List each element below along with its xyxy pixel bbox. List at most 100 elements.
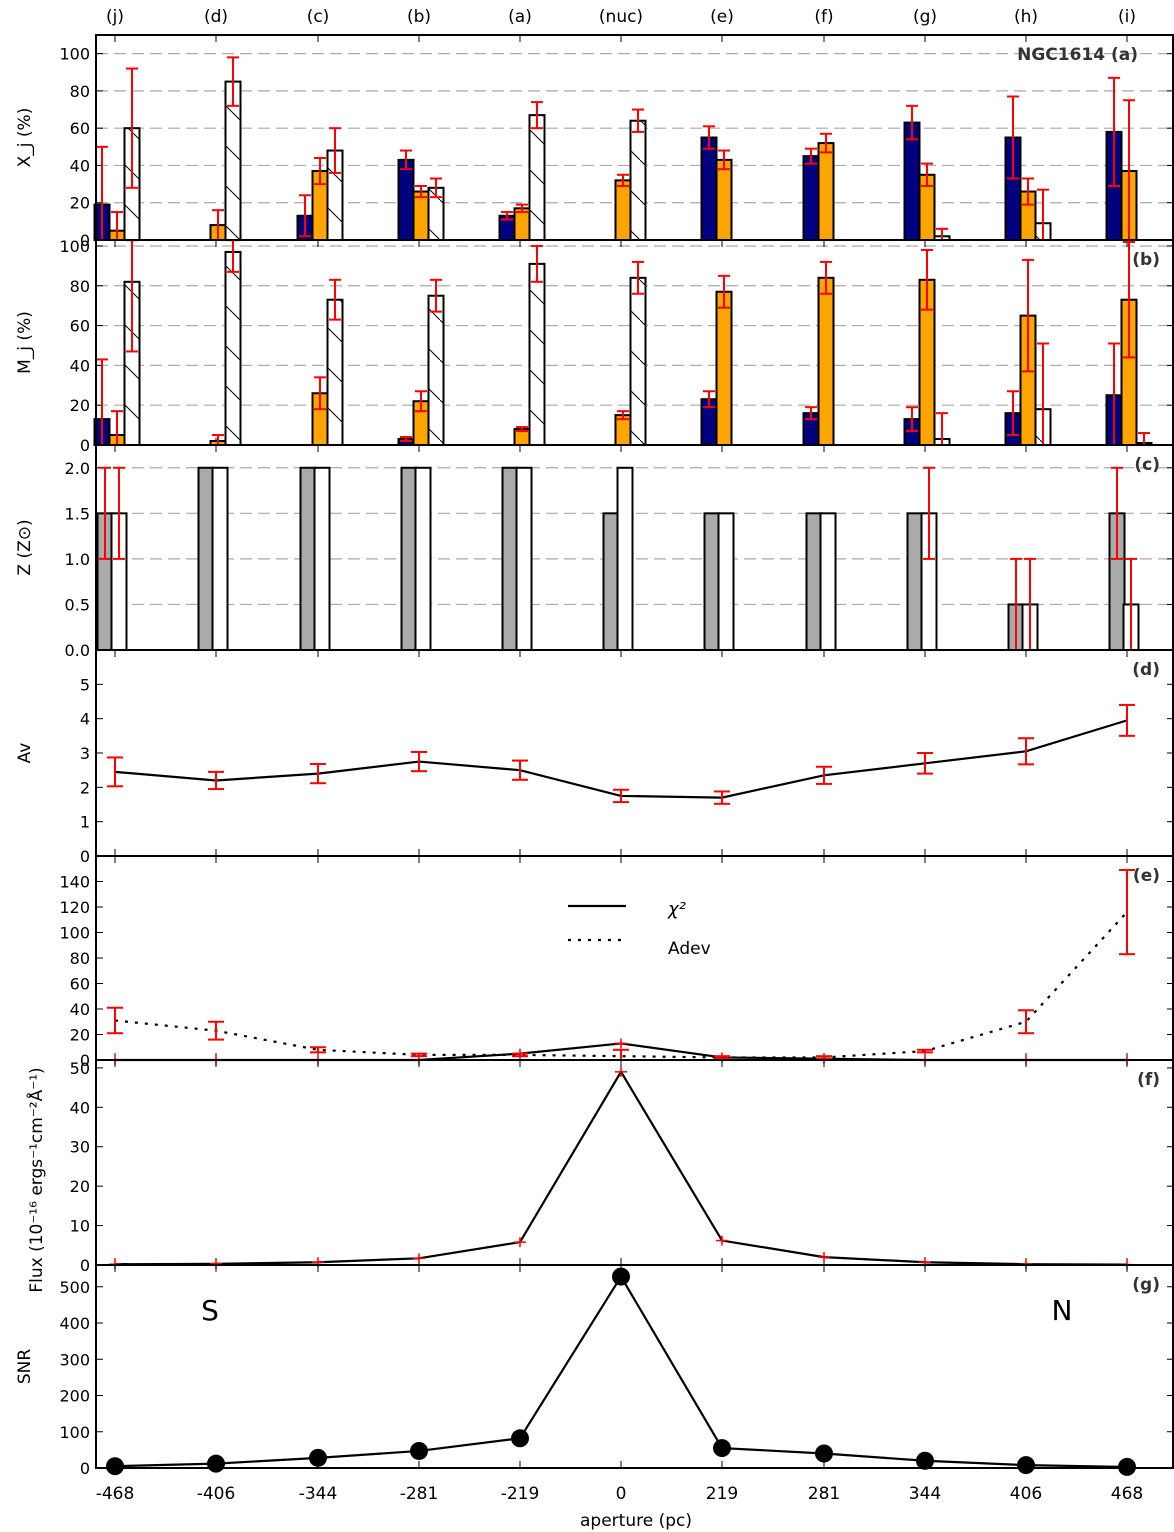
data-point bbox=[1017, 1456, 1035, 1475]
region-label: (e) bbox=[710, 7, 734, 27]
aperture-tick-label: 281 bbox=[808, 1484, 840, 1504]
region-label: (i) bbox=[1118, 7, 1136, 27]
y-tick-label: 400 bbox=[59, 1314, 90, 1333]
aperture-tick-label: -406 bbox=[197, 1484, 236, 1504]
y-tick-label: 20 bbox=[70, 1177, 90, 1196]
data-point bbox=[815, 1444, 833, 1463]
y-tick-label: 100 bbox=[59, 237, 90, 256]
y-tick-label: 0 bbox=[80, 847, 90, 866]
aperture-tick-label: 0 bbox=[616, 1484, 627, 1504]
panel-g-snr: 0 100 200 300 400 500 SNR (g) S N bbox=[15, 1264, 1174, 1478]
panel-d-extinction: 0 1 2 3 4 5 Av (d) bbox=[15, 649, 1174, 866]
bar-intermediate bbox=[715, 290, 733, 446]
region-label: (b) bbox=[407, 7, 431, 27]
aperture-tick-label: -219 bbox=[501, 1484, 540, 1504]
data-point bbox=[916, 1451, 934, 1470]
bar-young bbox=[501, 466, 519, 651]
data-point bbox=[207, 1454, 225, 1473]
bar-old bbox=[717, 512, 735, 651]
aperture-tick-label: 406 bbox=[1010, 1484, 1042, 1504]
series-line bbox=[114, 1274, 1128, 1469]
legend-label-chi2: χ² bbox=[667, 899, 686, 920]
annotation-south: S bbox=[201, 1294, 219, 1327]
y-axis-label: Av bbox=[15, 743, 35, 764]
bar-hatch bbox=[327, 299, 343, 445]
y-tick-label: 80 bbox=[70, 82, 90, 101]
aperture-tick-label: -281 bbox=[400, 1484, 439, 1504]
bar-old bbox=[819, 512, 837, 651]
bar-intermediate bbox=[412, 190, 430, 241]
panel-tag: (b) bbox=[1132, 250, 1160, 270]
y-tick-label: 300 bbox=[59, 1350, 90, 1369]
series-line bbox=[114, 911, 1128, 1059]
y-tick-label: 20 bbox=[70, 1026, 90, 1045]
y-tick-label: 10 bbox=[70, 1217, 90, 1236]
data-point bbox=[511, 1429, 529, 1448]
bar-young bbox=[602, 512, 620, 651]
aperture-tick-label: 468 bbox=[1111, 1484, 1143, 1504]
y-tick-label: 5 bbox=[80, 675, 90, 694]
aperture-axis: -468 -406 -344 -281 -219 0 219 281 344 406 468 bbox=[96, 1484, 1144, 1504]
y-axis-label: X_j (%) bbox=[15, 108, 35, 168]
bar-young bbox=[703, 512, 721, 651]
y-tick-label: 1.5 bbox=[65, 504, 90, 523]
y-tick-label: 40 bbox=[70, 156, 90, 175]
panel-tag: (d) bbox=[1132, 660, 1160, 680]
y-tick-label: 40 bbox=[70, 1098, 90, 1117]
y-tick-label: 0 bbox=[80, 1256, 90, 1275]
panel-a-composition-light: 0 20 40 60 80 100 X_j (%) NGC1614 (a) bbox=[15, 34, 1174, 250]
y-tick-label: 2 bbox=[80, 778, 90, 797]
y-tick-label: 200 bbox=[59, 1387, 90, 1406]
bar-hatch bbox=[630, 120, 646, 240]
bar-old bbox=[515, 466, 533, 651]
bar-young bbox=[700, 136, 718, 241]
bar-hatch bbox=[225, 81, 241, 240]
y-axis-label: Z (Z⊙) bbox=[15, 519, 35, 575]
y-tick-label: 20 bbox=[70, 194, 90, 213]
bar-hatch bbox=[124, 281, 140, 445]
y-tick-label: 20 bbox=[70, 396, 90, 415]
series-line bbox=[114, 719, 1128, 799]
aperture-tick-label: 219 bbox=[706, 1484, 738, 1504]
bar-young bbox=[906, 512, 924, 651]
data-point bbox=[1118, 1457, 1136, 1476]
bar-intermediate bbox=[614, 179, 632, 241]
bar-young bbox=[805, 512, 823, 651]
panel-tag: (e) bbox=[1133, 866, 1160, 886]
y-tick-label: 60 bbox=[70, 317, 90, 336]
panel-frame bbox=[95, 855, 1174, 1061]
y-tick-label: 0 bbox=[80, 436, 90, 455]
y-tick-label: 100 bbox=[59, 45, 90, 64]
bar-young bbox=[299, 466, 317, 651]
y-tick-label: 0 bbox=[80, 231, 90, 250]
bar-young bbox=[400, 466, 418, 651]
y-tick-label: 100 bbox=[59, 924, 90, 943]
data-point bbox=[410, 1441, 428, 1460]
y-tick-label: 0.5 bbox=[65, 595, 90, 614]
region-label: (nuc) bbox=[599, 7, 643, 27]
region-label: (h) bbox=[1014, 7, 1038, 27]
bar-hatch bbox=[428, 187, 444, 240]
panel-f-flux: 0 10 20 30 40 50 Flux (10⁻¹⁶ ergs⁻¹cm⁻²Å⁻¹) (f) bbox=[25, 1059, 1174, 1293]
y-tick-label: 1 bbox=[80, 813, 90, 832]
region-label: (f) bbox=[814, 7, 833, 27]
bar-old bbox=[211, 466, 229, 651]
y-tick-label: 80 bbox=[70, 949, 90, 968]
bar-hatch bbox=[529, 263, 545, 445]
panel-b-composition-mass: 0 20 40 60 80 100 M_j (%) (b) bbox=[15, 237, 1174, 455]
y-tick-label: 4 bbox=[80, 710, 90, 729]
panel-e-fit-quality: 0 20 40 60 80 100 120 140 (e) χ² Adev bbox=[59, 855, 1174, 1070]
y-tick-label: 60 bbox=[70, 119, 90, 138]
y-axis-label: Flux (10⁻¹⁶ ergs⁻¹cm⁻²Å⁻¹) bbox=[25, 1067, 47, 1292]
bar-intermediate bbox=[715, 158, 733, 241]
bar-intermediate bbox=[817, 276, 835, 446]
y-tick-label: 0.0 bbox=[65, 641, 90, 660]
bar-old bbox=[616, 466, 634, 651]
annotation-north: N bbox=[1052, 1294, 1073, 1327]
bar-old bbox=[313, 466, 331, 651]
panel-frame bbox=[95, 1059, 1174, 1266]
bar-intermediate bbox=[513, 207, 531, 241]
legend-label-adev: Adev bbox=[668, 939, 711, 959]
y-axis-label: SNR bbox=[15, 1349, 35, 1385]
